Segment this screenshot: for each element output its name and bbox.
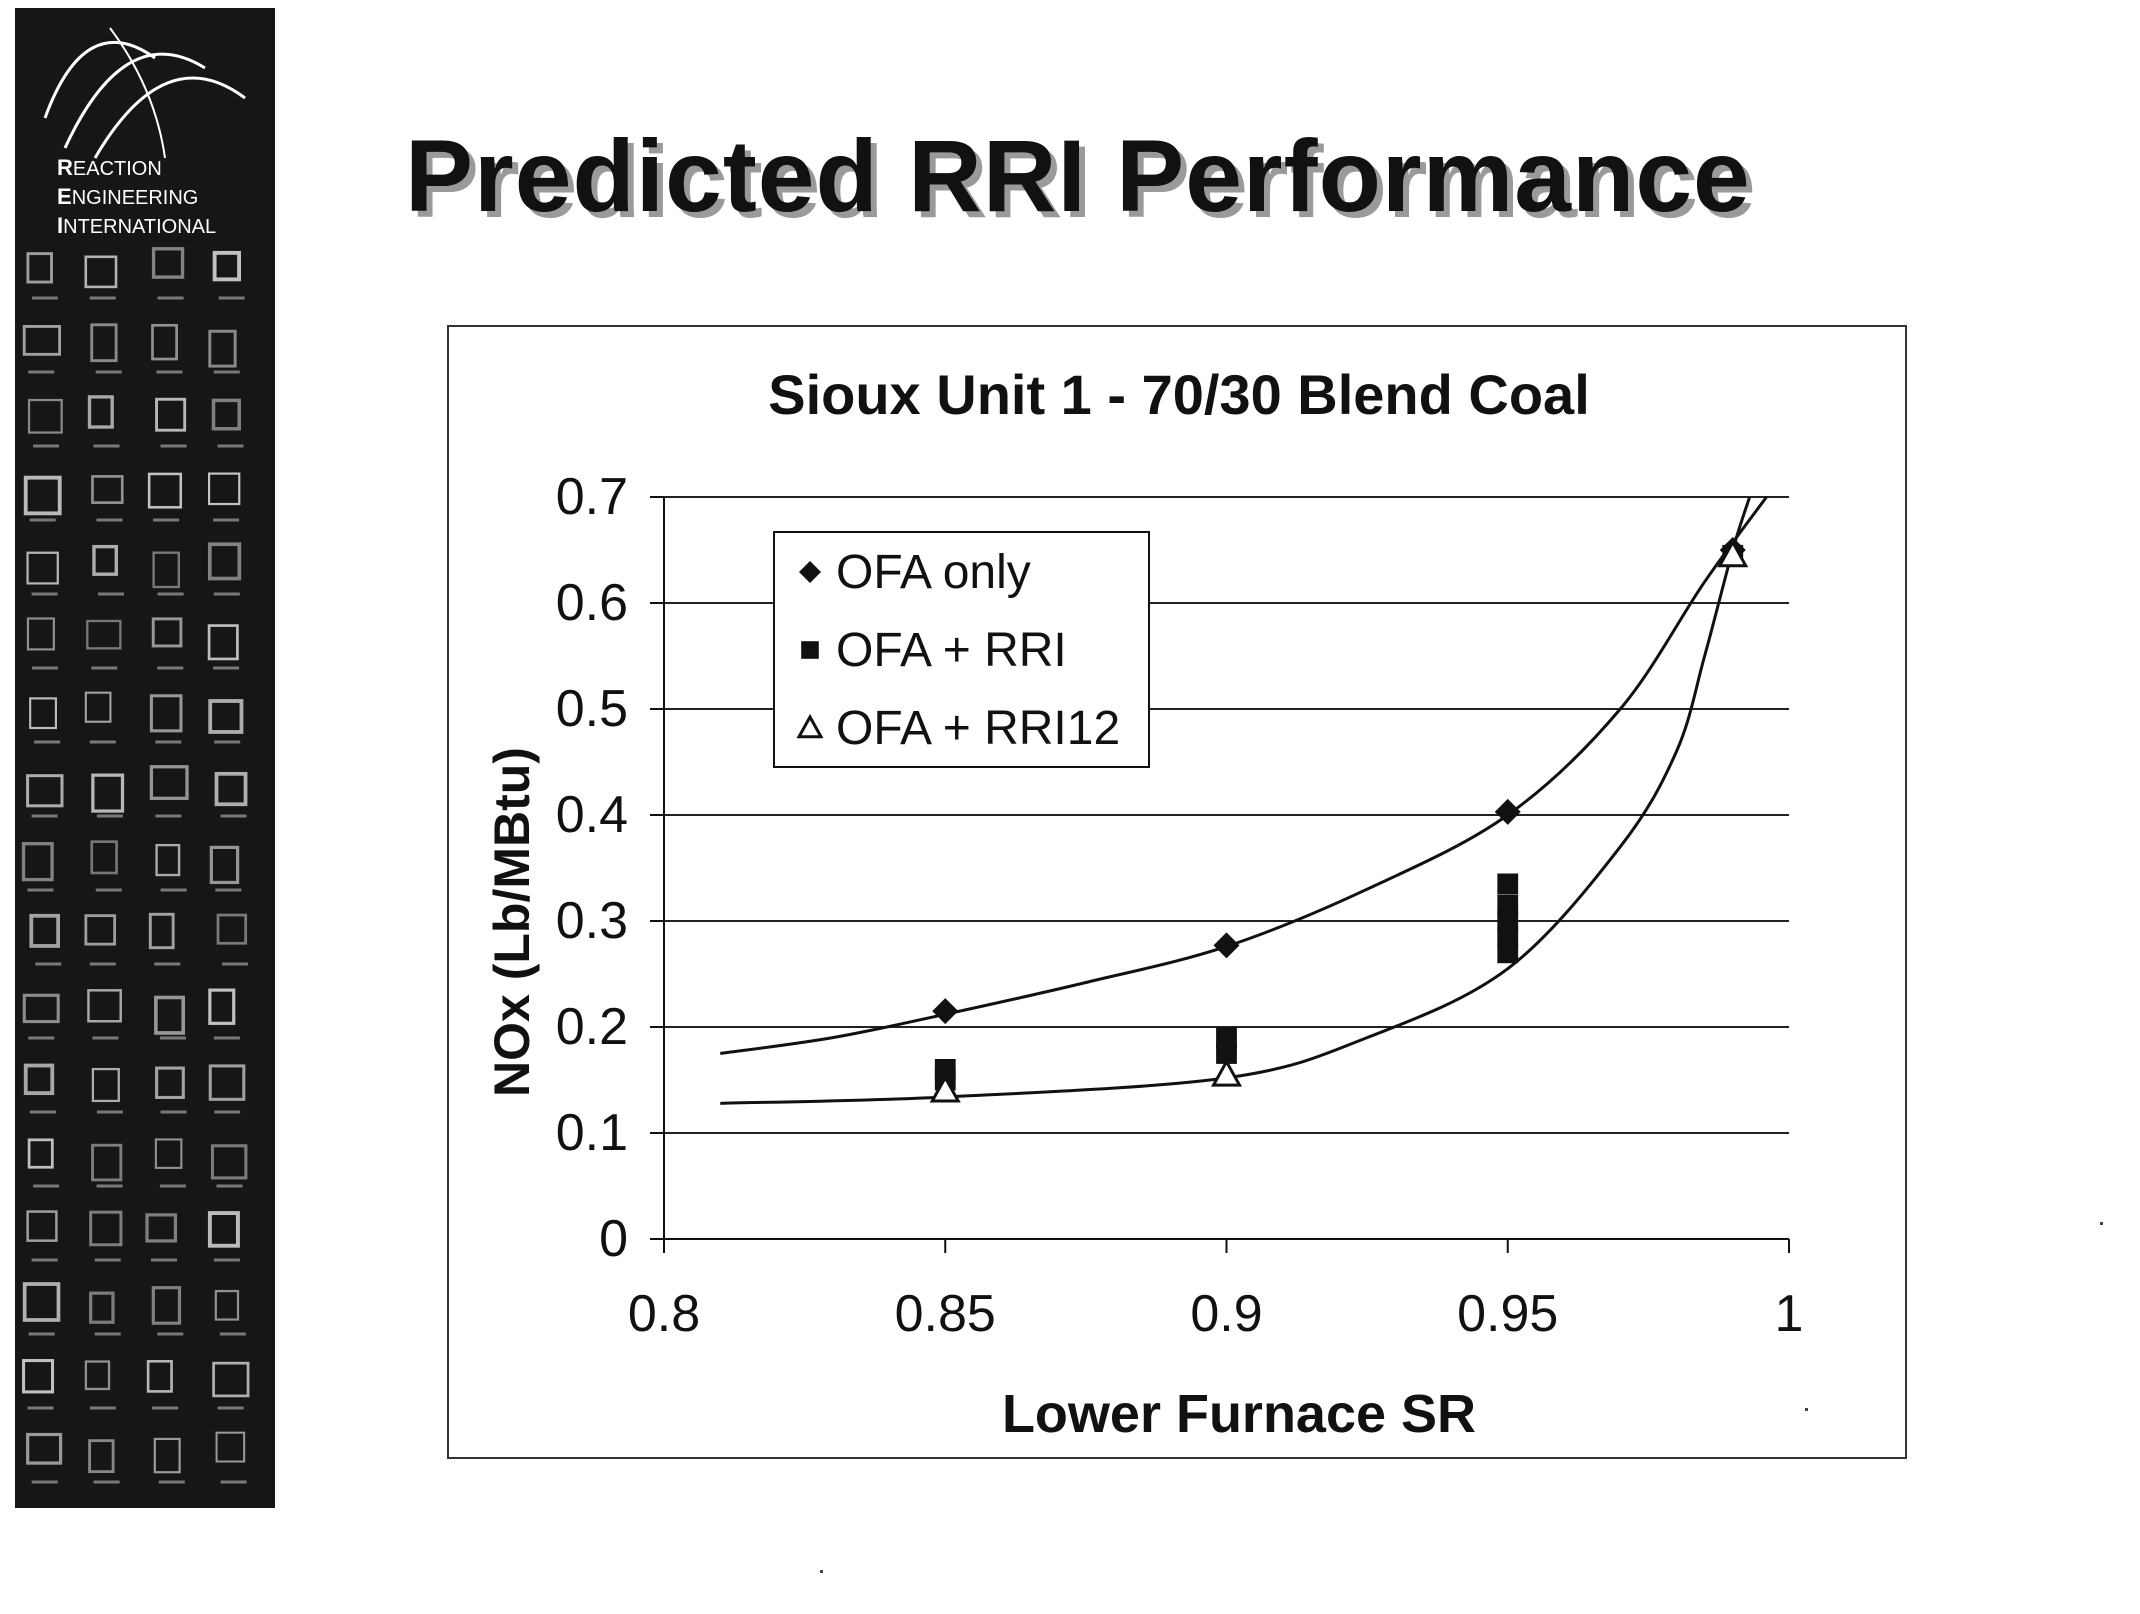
x-tick-label: 0.9 [1190, 1285, 1262, 1343]
logo-initial-i: I [57, 213, 64, 238]
speck-mark [1805, 1408, 1808, 1411]
axes: 0 0.1 0.2 0.3 0.4 0.5 0.6 0.7 0.8 0.85 0.9 0.95 1 [556, 468, 1804, 1343]
logo-arcs-icon [43, 27, 246, 159]
sidebar-banner: REACTION ENGINEERING INTERNATIONAL [15, 8, 275, 1508]
legend-box [773, 531, 1150, 768]
data-point-triangle [1210, 1058, 1243, 1087]
data-point-square [1216, 1027, 1237, 1048]
x-tick-label: 0.8 [628, 1285, 700, 1343]
slide-title: Predicted RRI Performance [405, 119, 1751, 233]
y-tick-label: 0.4 [556, 786, 628, 844]
trendline-curve [720, 496, 1752, 1105]
speck-mark [2100, 1222, 2103, 1225]
legend-marker-square [801, 641, 819, 659]
trendline-curve [720, 496, 1768, 1055]
data-point-square [1497, 926, 1519, 948]
legend-label: OFA + RRI [836, 624, 1067, 677]
x-axis-label: Lower Furnace SR [1002, 1384, 1476, 1444]
sidebar-pattern-image [21, 247, 250, 1484]
legend-label: OFA + RRI12 [836, 702, 1120, 755]
chart-title: Sioux Unit 1 - 70/30 Blend Coal [768, 363, 1590, 426]
logo-word-reaction: EACTION [72, 158, 162, 180]
x-tick-label: 0.95 [1457, 1285, 1558, 1343]
y-tick-label: 0.3 [556, 892, 628, 950]
y-tick-label: 0.1 [556, 1104, 628, 1162]
legend: OFA only OFA + RRI OFA + RRI12 [773, 531, 1150, 768]
trendlines [720, 496, 1768, 1105]
logo-word-engineering: NGINEERING [71, 187, 199, 209]
speck-mark [820, 1570, 823, 1573]
logo-initial-e: E [57, 184, 72, 209]
legend-marker-triangle [796, 713, 824, 739]
data-point-diamond [1213, 932, 1240, 959]
y-axis-label: NOx (Lb/MBtu) [484, 747, 540, 1097]
data-point-square [1216, 1043, 1237, 1064]
logo-text: REACTION ENGINEERING INTERNATIONAL [57, 154, 216, 241]
data-point-diamond [1494, 798, 1521, 825]
data-point-triangle [929, 1074, 961, 1103]
x-tick-label: 0.85 [895, 1285, 996, 1343]
y-tick-label: 0.5 [556, 680, 628, 738]
chart-svg: Sioux Unit 1 - 70/30 Blend Coal Lower Fu… [484, 363, 1804, 1444]
chart-frame: Sioux Unit 1 - 70/30 Blend Coal Lower Fu… [447, 325, 1907, 1459]
logo-initial-r: R [57, 155, 73, 180]
legend-label: OFA only [836, 546, 1031, 599]
data-point-triangle [1717, 539, 1749, 568]
y-tick-label: 0.6 [556, 574, 628, 632]
logo-word-international: NTERNATIONAL [63, 216, 217, 238]
data-point-square [1497, 942, 1519, 964]
data-markers [929, 537, 1749, 1103]
x-tick-label: 1 [1775, 1285, 1804, 1343]
data-point-square [1497, 894, 1519, 916]
y-tick-label: 0.7 [556, 468, 628, 526]
y-tick-label: 0.2 [556, 998, 628, 1056]
legend-marker-diamond [799, 561, 821, 583]
y-tick-label: 0 [599, 1210, 628, 1268]
data-point-diamond [932, 998, 959, 1025]
data-point-square [1497, 910, 1519, 932]
data-point-square [1497, 873, 1519, 895]
